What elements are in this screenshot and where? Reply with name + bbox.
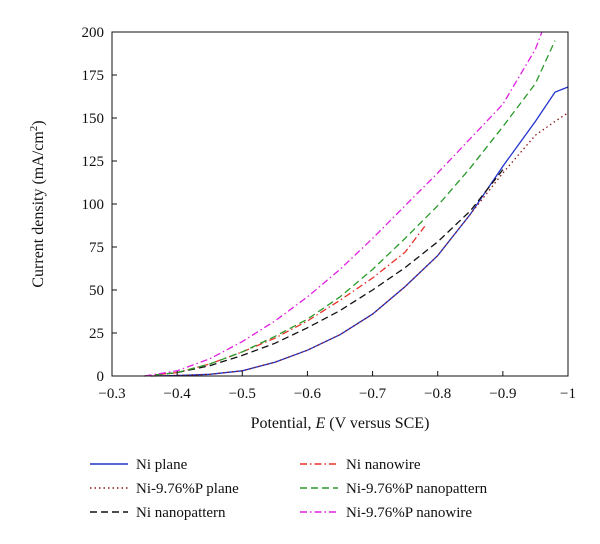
y-tick-label: 150 <box>82 111 105 127</box>
y-tick-label: 0 <box>97 369 105 385</box>
series-line-5 <box>144 40 556 377</box>
y-tick-label: 175 <box>82 68 105 84</box>
plot-area <box>144 31 569 377</box>
x-tick-label: −1 <box>560 386 576 402</box>
x-tick-label: −0.5 <box>229 386 256 402</box>
x-tick-label: −0.3 <box>98 386 125 402</box>
series-line-2 <box>151 112 569 377</box>
x-tick-label: −0.9 <box>489 386 516 402</box>
y-tick-label: 50 <box>89 283 104 299</box>
y-tick-label: 125 <box>82 154 105 170</box>
series-line-6 <box>144 31 543 377</box>
series-line-4 <box>144 226 426 377</box>
y-axis-title: Current density (mA/cm2) <box>28 120 47 287</box>
legend-label-2: Ni-9.76%P plane <box>136 481 239 497</box>
axes: 0 25 50 75 100 125 150 175 200 −0.3 −0.4 −0.5 −0.6 −0… <box>82 25 576 402</box>
series-line-1 <box>151 86 569 377</box>
legend-label-6: Ni-9.76%P nanowire <box>346 505 472 521</box>
y-tick-label: 100 <box>82 197 105 213</box>
y-tick-label: 75 <box>89 240 104 256</box>
plot-frame <box>111 31 569 377</box>
legend: Ni plane Ni-9.76%P plane Ni nanopattern Ni … <box>90 457 488 521</box>
y-tick-label: 200 <box>82 25 105 41</box>
x-tick-label: −0.4 <box>164 386 192 402</box>
x-tick-label: −0.6 <box>294 386 322 402</box>
legend-label-5: Ni-9.76%P nanopattern <box>346 481 488 497</box>
legend-label-3: Ni nanopattern <box>136 505 226 521</box>
y-tick-label: 25 <box>89 326 104 342</box>
legend-label-1: Ni plane <box>136 457 188 473</box>
x-axis-title: Potential, E (V versus SCE) <box>251 415 430 432</box>
x-tick-label: −0.7 <box>359 386 387 402</box>
series-line-3 <box>144 169 504 377</box>
legend-label-4: Ni nanowire <box>346 457 421 473</box>
x-tick-label: −0.8 <box>424 386 451 402</box>
